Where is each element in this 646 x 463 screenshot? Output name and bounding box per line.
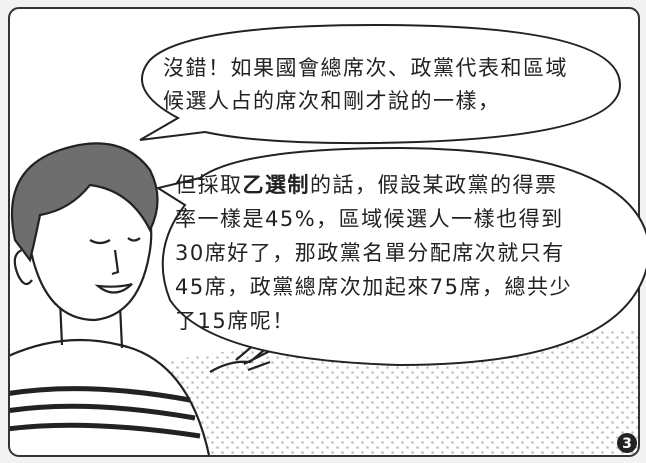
bubble-text: 45席，政黨總席次加起來75席，總共少 <box>175 275 572 299</box>
page: {"bubble_1": {"lines": ["沒錯！如果國會總席次、政黨代表… <box>0 0 646 463</box>
emphasis: 乙選制 <box>243 173 311 197</box>
comic-panel: 沒錯！如果國會總席次、政黨代表和區域 候選人占的席次和剛才說的一樣， 但採取乙選… <box>0 0 646 463</box>
bubble-text: 候選人占的席次和剛才說的一樣， <box>163 89 501 113</box>
bubble-text: 30席好了，那政黨名單分配席次就只有 <box>175 241 565 265</box>
bubble-text: 了15席呢！ <box>175 309 295 333</box>
speech-bubble <box>140 25 620 143</box>
page-number: 3 <box>622 436 632 452</box>
text-segment: 的話，假設某政黨的得票 <box>310 173 558 197</box>
bubble-text: 率一樣是45%，區域候選人一樣也得到 <box>175 207 564 231</box>
bubble-text: 沒錯！如果國會總席次、政黨代表和區域 <box>163 56 568 80</box>
bubble-text: 但採取乙選制的話，假設某政黨的得票 <box>175 173 558 197</box>
text-segment: 但採取 <box>175 173 243 197</box>
